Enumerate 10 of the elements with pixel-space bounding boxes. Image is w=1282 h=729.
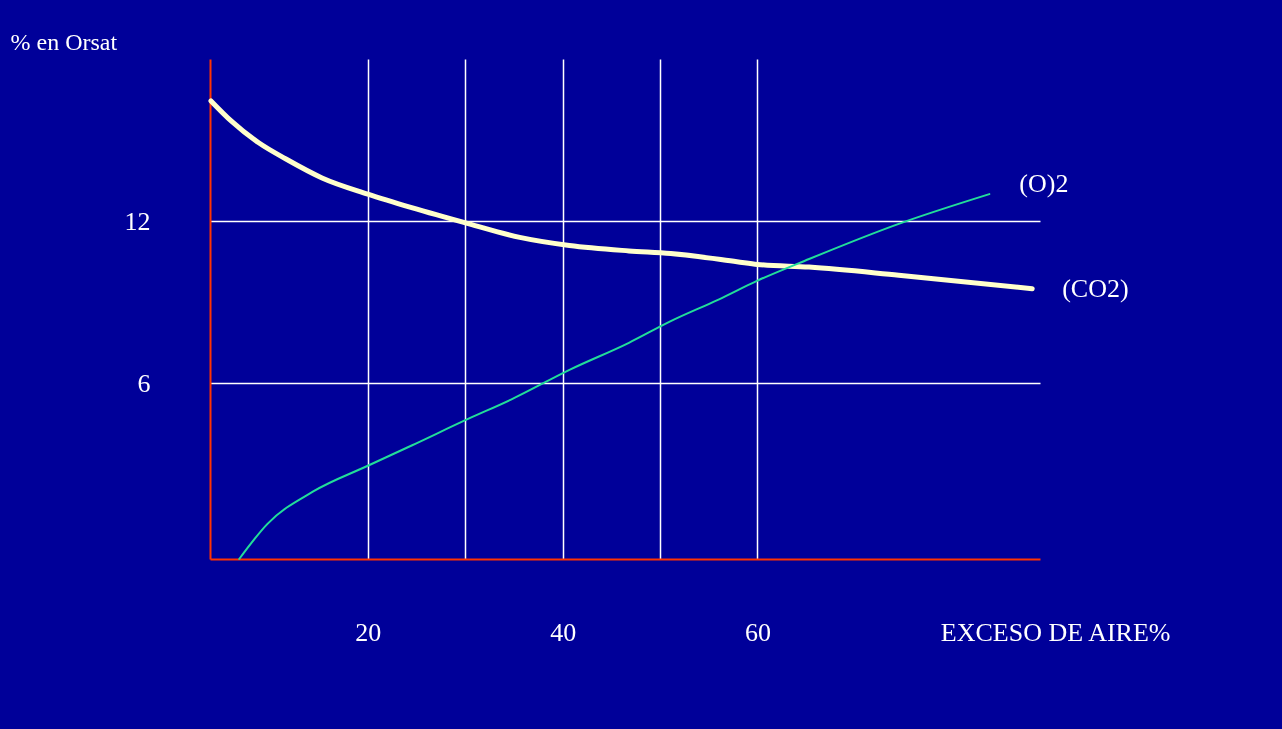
y-axis-title: % en Orsat [10,28,118,55]
x-axis-title: EXCESO DE AIRE% [940,617,1171,647]
series-label: (O)2 [1019,169,1069,199]
y-tick-label: 6 [137,368,151,398]
series-label: (CO2) [1062,273,1129,303]
x-tick-label: 60 [744,617,771,647]
y-tick-label: 12 [124,206,151,236]
line-series [238,193,991,560]
x-tick-label: 40 [550,617,577,647]
x-tick-label: 20 [355,617,382,647]
